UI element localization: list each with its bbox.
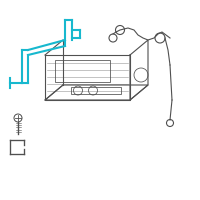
Bar: [55, 60, 110, 82]
Bar: [71, 87, 121, 94]
